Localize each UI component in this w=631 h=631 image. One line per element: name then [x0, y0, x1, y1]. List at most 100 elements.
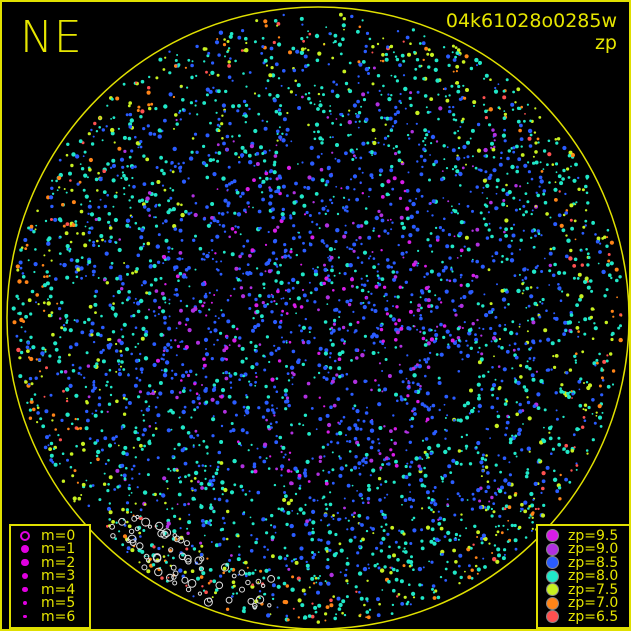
star-point	[196, 576, 200, 581]
star-point	[294, 492, 298, 496]
star-point	[330, 265, 334, 268]
star-point	[227, 75, 232, 79]
star-point	[553, 469, 556, 473]
star-point	[99, 350, 103, 355]
star-point	[61, 203, 65, 207]
star-point	[508, 473, 512, 477]
star-point	[138, 246, 144, 251]
star-point	[524, 388, 529, 393]
star-point	[96, 358, 100, 362]
star-point	[427, 48, 431, 52]
star-point	[306, 186, 311, 190]
star-point	[419, 296, 422, 299]
star-point	[80, 494, 83, 496]
star-point	[548, 251, 553, 256]
star-point	[475, 242, 480, 247]
star-point	[18, 311, 22, 316]
star-point	[158, 391, 163, 396]
star-point	[273, 154, 278, 158]
star-point	[50, 311, 54, 314]
star-point	[490, 234, 494, 239]
star-point	[409, 542, 413, 545]
star-point	[286, 510, 291, 515]
star-point	[525, 286, 530, 291]
star-point	[364, 67, 370, 72]
star-point	[425, 272, 429, 276]
star-point	[298, 324, 301, 327]
star-point	[460, 513, 463, 516]
star-point	[29, 399, 34, 404]
star-point	[268, 360, 271, 364]
star-point	[78, 366, 82, 370]
star-point	[217, 497, 222, 502]
star-point	[447, 109, 452, 114]
star-point	[387, 144, 391, 148]
star-point	[314, 122, 320, 127]
star-point	[304, 47, 307, 50]
star-point	[440, 549, 445, 555]
star-point	[484, 343, 488, 347]
star-point	[160, 576, 164, 580]
star-point	[397, 150, 401, 154]
star-point	[179, 308, 183, 313]
star-point	[419, 289, 424, 293]
star-point	[198, 402, 201, 405]
star-point	[286, 111, 289, 115]
star-point	[79, 209, 84, 214]
star-point	[320, 239, 325, 243]
star-point	[85, 409, 89, 414]
star-point	[69, 258, 74, 262]
star-point	[358, 522, 361, 525]
star-point	[150, 102, 154, 106]
star-point	[369, 474, 372, 477]
star-point	[148, 131, 153, 136]
star-point	[310, 537, 315, 542]
star-point	[125, 501, 130, 505]
star-point	[366, 279, 369, 282]
star-point	[465, 339, 468, 343]
star-point	[209, 503, 213, 507]
star-point	[204, 292, 207, 295]
star-point	[202, 367, 205, 370]
star-point	[93, 413, 98, 418]
star-point	[155, 76, 159, 80]
star-point	[595, 239, 600, 244]
star-point	[383, 116, 386, 120]
star-point	[286, 194, 289, 198]
star-point	[502, 456, 507, 461]
star-point	[441, 480, 444, 483]
star-point	[421, 165, 424, 169]
star-point	[204, 352, 210, 357]
star-point	[172, 580, 178, 586]
star-point	[214, 40, 220, 45]
star-point	[395, 305, 399, 309]
star-point	[585, 174, 590, 179]
star-point	[378, 168, 384, 173]
star-point	[202, 144, 206, 148]
star-point	[310, 235, 315, 240]
star-point	[615, 278, 619, 283]
star-point	[327, 371, 330, 374]
star-point	[262, 576, 266, 580]
star-point	[545, 465, 550, 470]
star-point	[71, 223, 76, 227]
star-point	[94, 409, 98, 412]
star-point	[499, 226, 502, 230]
star-point	[318, 396, 321, 399]
star-point	[582, 408, 585, 411]
star-point	[214, 252, 217, 255]
star-point	[210, 70, 215, 75]
star-point	[345, 595, 349, 599]
star-point	[485, 454, 488, 457]
star-point	[548, 431, 551, 434]
star-point	[564, 254, 569, 259]
star-point	[276, 289, 280, 294]
star-point	[383, 143, 385, 146]
star-point	[526, 200, 530, 204]
star-point	[276, 407, 278, 410]
star-point	[421, 507, 424, 510]
star-point	[365, 31, 370, 35]
star-point	[410, 416, 415, 421]
star-point	[196, 434, 200, 437]
star-point	[68, 328, 73, 333]
